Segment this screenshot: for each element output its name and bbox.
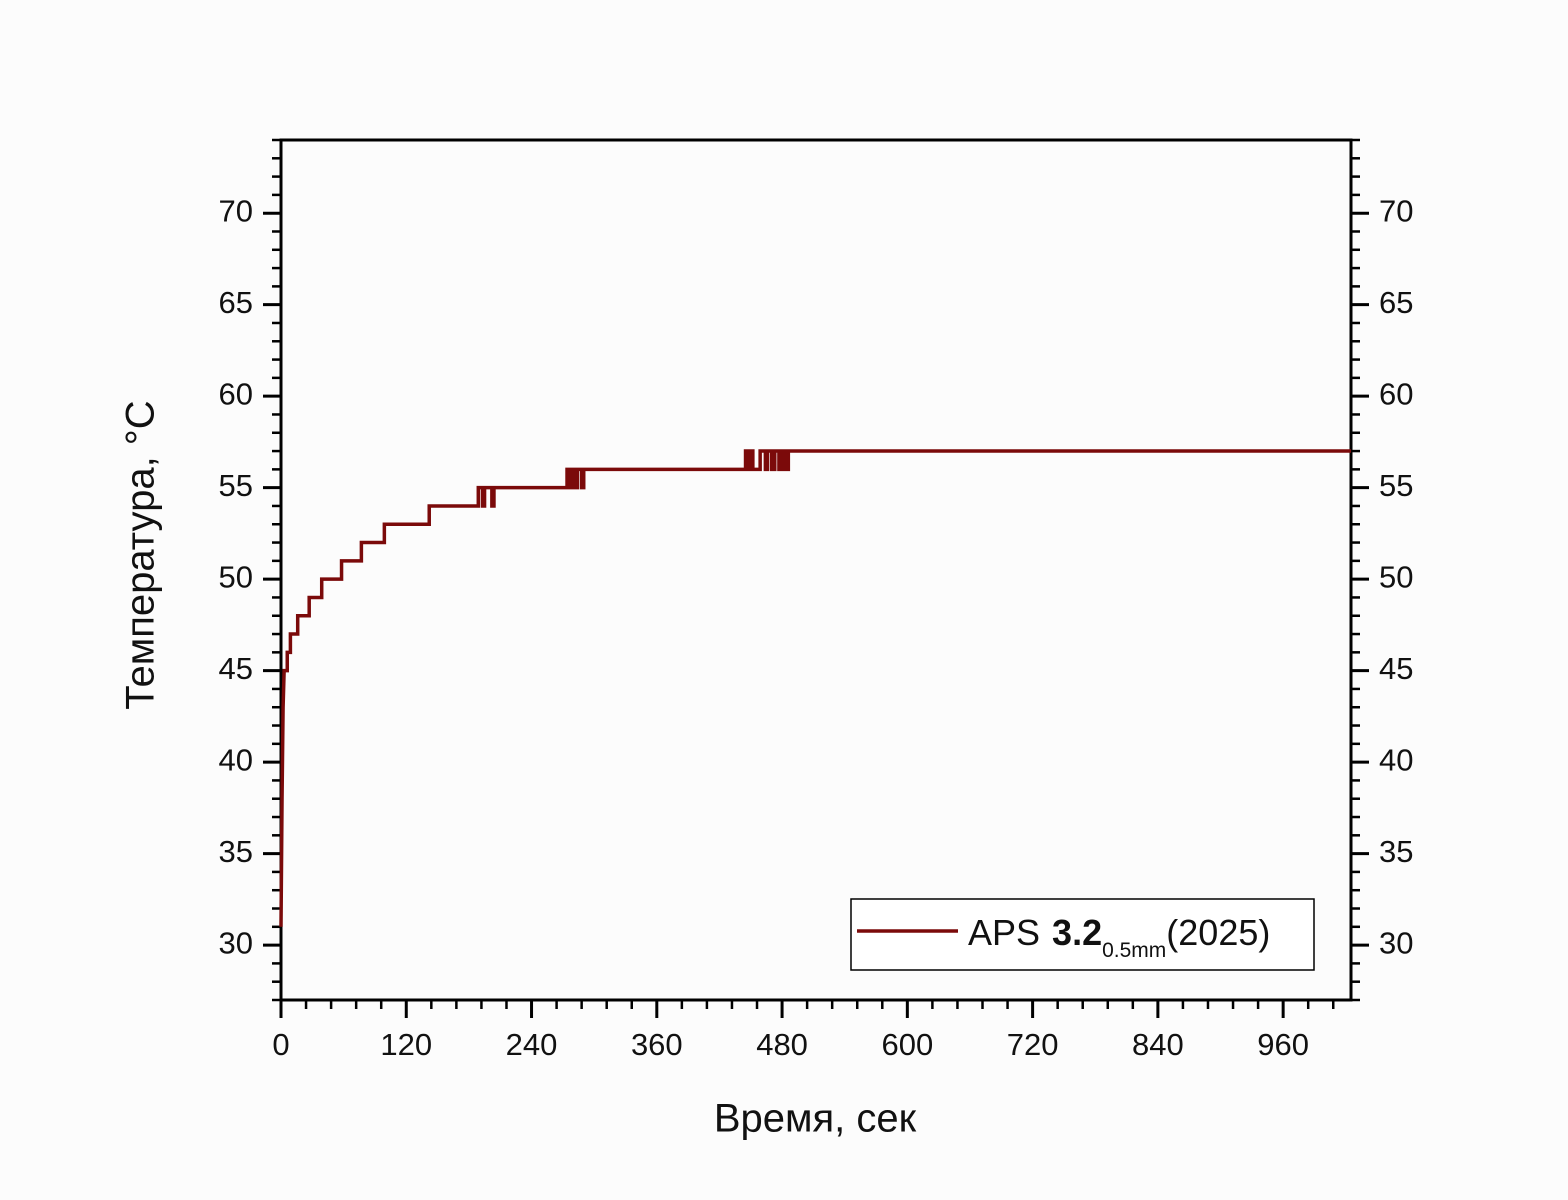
plot-frame — [279, 138, 1353, 1002]
x-tick-label: 960 — [1257, 1027, 1309, 1062]
y-tick-label: 45 — [219, 651, 253, 686]
y-tick-label: 50 — [219, 559, 253, 594]
y2-tick-label: 40 — [1379, 742, 1413, 777]
legend-label: APS 3.20.5mm(2025) — [968, 912, 1270, 962]
y-tick-label: 40 — [219, 742, 253, 777]
x-tick-label: 840 — [1132, 1027, 1184, 1062]
y-tick-label: 60 — [219, 376, 253, 411]
series-line — [279, 449, 1351, 927]
y2-tick-label: 30 — [1379, 925, 1413, 960]
legend-box — [850, 898, 1315, 971]
y2-tick-label: 60 — [1379, 376, 1413, 411]
y2-tick-label: 70 — [1379, 193, 1413, 228]
legend-label-part: 3.2 — [1052, 912, 1102, 953]
legend-label-part: 0.5mm — [1102, 939, 1166, 962]
legend-label-part: (2025) — [1166, 912, 1270, 953]
y-tick-label: 30 — [219, 925, 253, 960]
x-tick-label: 360 — [631, 1027, 683, 1062]
legend-label-part: APS — [968, 912, 1040, 953]
y-axis-title: Температура, °C — [119, 400, 163, 709]
y-tick-label: 35 — [219, 834, 253, 869]
y2-tick-label: 50 — [1379, 559, 1413, 594]
x-tick-label: 120 — [380, 1027, 432, 1062]
x-tick-label: 240 — [506, 1027, 558, 1062]
x-tick-label: 0 — [272, 1027, 289, 1062]
y2-tick-label: 55 — [1379, 468, 1413, 503]
y-tick-label: 70 — [219, 193, 253, 228]
x-tick-label: 720 — [1007, 1027, 1059, 1062]
x-tick-label: 600 — [881, 1027, 933, 1062]
y-tick-label: 55 — [219, 468, 253, 503]
x-tick-label: 480 — [756, 1027, 808, 1062]
x-axis-title: Время, сек — [714, 1097, 917, 1141]
y-tick-label: 65 — [219, 285, 253, 320]
y2-tick-label: 35 — [1379, 834, 1413, 869]
y2-tick-label: 65 — [1379, 285, 1413, 320]
y2-tick-label: 45 — [1379, 651, 1413, 686]
